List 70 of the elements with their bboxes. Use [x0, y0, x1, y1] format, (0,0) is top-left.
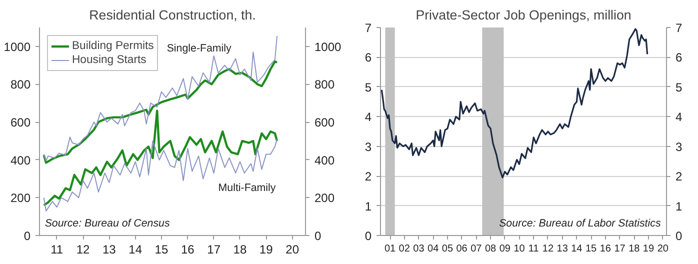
x-tick-label: 20 — [657, 244, 669, 254]
y2-tick-label: 600 — [314, 116, 335, 130]
y-tick-label: 6 — [364, 50, 372, 65]
x-tick-label: 17 — [207, 242, 221, 256]
y2-tick-label: 4 — [676, 110, 682, 124]
x-tick-label: 04 — [428, 244, 440, 254]
x-tick-label: 03 — [413, 244, 425, 254]
x-tick-label: 18 — [628, 244, 640, 254]
x-tick-label: 19 — [259, 242, 274, 256]
y-tick-label: 800 — [10, 78, 31, 92]
line-series — [43, 36, 278, 162]
chart-title: Residential Construction, th. — [89, 8, 256, 22]
x-tick-label: 16 — [181, 242, 195, 256]
y2-tick-label: 5 — [676, 80, 682, 94]
x-tick-label: 19 — [642, 244, 654, 254]
y-tick-label: 5 — [364, 80, 372, 94]
x-tick-label: 16 — [600, 244, 612, 254]
y-tick-label: 600 — [10, 116, 31, 130]
x-tick-label: 05 — [442, 244, 454, 254]
y-tick-label: 0 — [24, 229, 31, 243]
y-tick-label: 200 — [10, 191, 31, 206]
y2-tick-label: 2 — [676, 170, 682, 184]
annotation: Multi-Family — [218, 182, 276, 194]
chart-title: Private-Sector Job Openings, million — [416, 8, 632, 22]
annotation: Source: Bureau of Labor Statistics — [499, 217, 662, 230]
y-tick-label: 0 — [364, 229, 372, 243]
x-tick-label: 10 — [514, 244, 526, 254]
y2-tick-label: 3 — [676, 140, 682, 154]
y2-tick-label: 400 — [314, 153, 335, 168]
y2-tick-label: 1 — [676, 199, 682, 214]
y-tick-label: 7 — [364, 21, 372, 35]
x-tick-label: 15 — [585, 244, 598, 254]
y2-tick-label: 7 — [676, 21, 682, 35]
x-tick-label: 08 — [484, 244, 497, 254]
annotation: Source: Bureau of Census — [44, 217, 170, 230]
x-tick-label: 11 — [50, 242, 64, 256]
y2-tick-label: 6 — [676, 50, 682, 65]
x-tick-label: 09 — [499, 244, 511, 254]
legend-label: Building Permits — [72, 39, 154, 53]
x-tick-label: 12 — [542, 244, 554, 254]
x-tick-label: 02 — [398, 244, 410, 254]
x-tick-label: 07 — [470, 244, 482, 254]
x-tick-label: 14 — [128, 242, 142, 256]
y2-tick-label: 0 — [676, 229, 682, 243]
y2-tick-label: 0 — [314, 229, 322, 243]
x-tick-label: 20 — [286, 242, 300, 256]
x-tick-label: 13 — [556, 244, 568, 254]
x-tick-label: 18 — [233, 242, 247, 256]
line-series — [42, 110, 278, 206]
y2-tick-label: 200 — [314, 191, 335, 206]
y-tick-label: 400 — [10, 153, 31, 168]
line-series — [380, 28, 648, 178]
y-tick-label: 2 — [364, 170, 372, 184]
line-series — [43, 138, 278, 212]
y-tick-label: 4 — [364, 110, 372, 124]
y-tick-label: 1000 — [4, 40, 31, 54]
x-tick-label: 14 — [571, 244, 583, 254]
x-tick-label: 13 — [102, 242, 116, 256]
y-tick-label: 3 — [364, 140, 372, 154]
x-tick-label: 06 — [456, 244, 468, 254]
legend-label: Housing Starts — [72, 53, 146, 67]
y2-tick-label: 800 — [314, 78, 335, 92]
x-tick-label: 12 — [76, 242, 90, 256]
y2-tick-label: 1000 — [314, 40, 342, 54]
x-tick-label: 01 — [384, 244, 396, 254]
x-tick-label: 17 — [614, 244, 626, 254]
x-tick-label: 15 — [154, 242, 168, 256]
annotation: Single-Family — [166, 42, 232, 55]
y-tick-label: 1 — [364, 199, 372, 214]
x-tick-label: 11 — [528, 244, 540, 254]
